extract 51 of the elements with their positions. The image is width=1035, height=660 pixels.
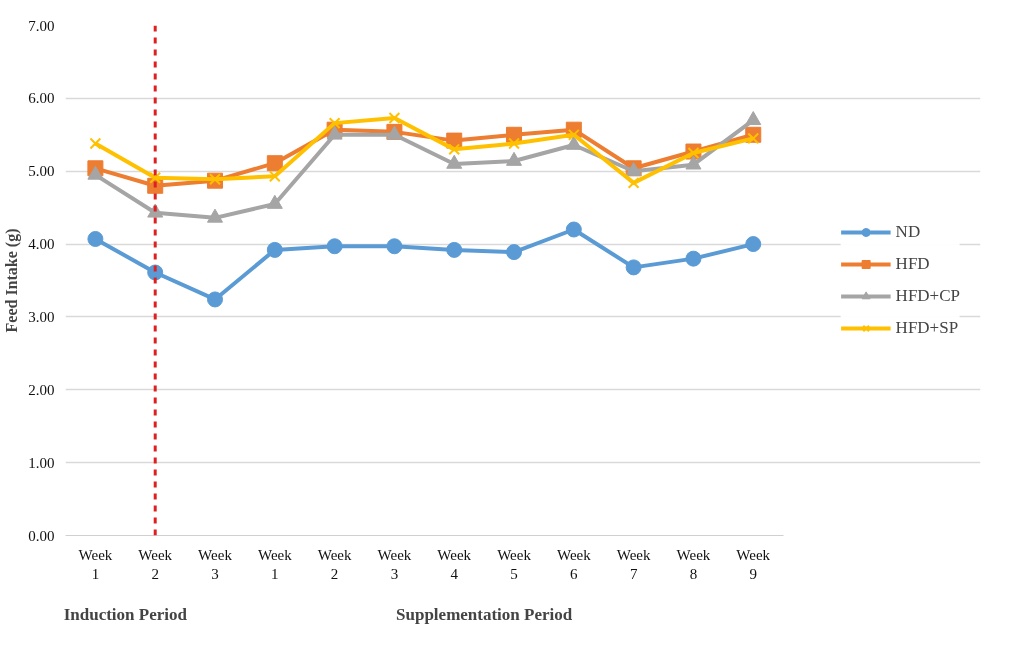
x-tick-label: Week 3 (377, 546, 412, 582)
point (508, 137, 520, 150)
y-tick-label: 7.00 (28, 17, 55, 34)
x-tick-label: Week 6 (556, 546, 592, 582)
legend-label: HFD+SP (895, 318, 959, 338)
point (149, 171, 162, 184)
point (207, 291, 224, 308)
y-tick-label: 6.00 (28, 90, 55, 107)
point (268, 170, 281, 183)
point (328, 117, 341, 130)
y-tick-label: 1.00 (28, 454, 55, 471)
point (388, 112, 401, 124)
point (506, 244, 523, 261)
x-tick-label: Week 4 (437, 546, 472, 582)
x-tick-label: Week 3 (198, 546, 233, 582)
point (745, 236, 762, 253)
point (685, 250, 702, 267)
point (326, 238, 343, 255)
y-tick-label: 3.00 (28, 308, 55, 325)
point (266, 155, 283, 172)
x-tick-label: Week 2 (138, 546, 173, 582)
x-tick-label: Week 2 (317, 546, 352, 582)
text: Induction Period (63, 604, 188, 624)
x-tick-label: Week 5 (497, 546, 532, 582)
point (625, 259, 642, 276)
y-tick-label: 2.00 (28, 381, 55, 398)
x-tick-label: Week 9 (736, 546, 771, 582)
point (89, 137, 102, 150)
x-tick-label: Week 8 (676, 546, 711, 582)
legend-label: ND (895, 222, 921, 242)
legend-label: HFD (895, 254, 930, 274)
point (386, 238, 403, 255)
x-tick-label: Week 7 (616, 546, 652, 582)
point (87, 230, 104, 247)
y-axis-title: Feed Intake (g) (3, 228, 22, 333)
y-tick-label: 4.00 (28, 236, 55, 253)
point (687, 147, 700, 159)
point (745, 111, 762, 126)
x-tick-label: Week 1 (257, 546, 293, 582)
point (747, 132, 760, 145)
point (448, 143, 461, 156)
text: Supplementation Period (396, 604, 573, 624)
point (266, 241, 283, 258)
legend-label: HFD+CP (895, 286, 960, 306)
x-tick-label: Week 1 (78, 546, 113, 582)
y-tick-label: 5.00 (28, 163, 55, 180)
point (446, 241, 463, 258)
point (565, 221, 582, 238)
point (627, 176, 640, 189)
y-tick-label: 0.00 (28, 527, 55, 544)
point (685, 155, 702, 170)
